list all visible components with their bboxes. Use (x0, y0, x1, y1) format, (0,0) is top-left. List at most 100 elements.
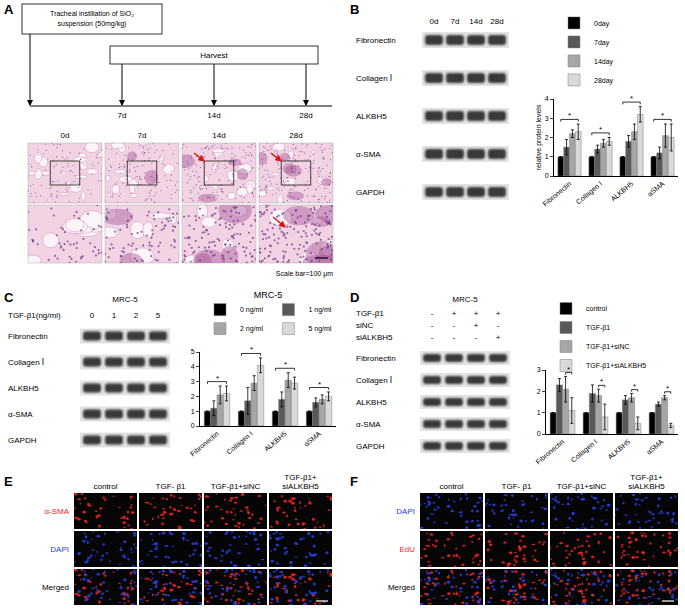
svg-text:*: * (661, 111, 664, 120)
svg-text:+: + (474, 321, 479, 330)
svg-text:*: * (318, 380, 321, 389)
svg-text:*: * (599, 125, 602, 134)
svg-text:suspension (50mg/kg): suspension (50mg/kg) (58, 20, 127, 28)
svg-text:28d: 28d (490, 17, 503, 26)
svg-text:*: * (250, 345, 253, 354)
svg-text:2: 2 (191, 393, 195, 400)
svg-text:control: control (586, 305, 607, 312)
svg-text:GAPDH: GAPDH (356, 188, 385, 197)
svg-text:1 ng/ml: 1 ng/ml (308, 306, 331, 314)
svg-text:Fibronectin: Fibronectin (189, 430, 220, 458)
svg-text:GAPDH: GAPDH (356, 442, 385, 451)
svg-text:Merged: Merged (388, 583, 415, 592)
svg-text:Collagen Ⅰ: Collagen Ⅰ (8, 358, 44, 367)
svg-text:5: 5 (191, 348, 195, 355)
svg-text:3: 3 (191, 378, 195, 385)
svg-text:*: * (216, 374, 219, 383)
svg-text:Scale bar=100 μm: Scale bar=100 μm (276, 270, 333, 278)
svg-text:2: 2 (537, 388, 541, 395)
svg-text:TGF- β1: TGF- β1 (502, 482, 532, 491)
svg-text:MRC-5: MRC-5 (112, 295, 138, 304)
svg-text:TGF-β1+: TGF-β1+ (630, 473, 663, 482)
svg-text:-: - (431, 321, 434, 330)
svg-text:siALKBH5: siALKBH5 (282, 482, 319, 491)
svg-text:*: * (600, 377, 603, 386)
svg-text:5: 5 (156, 311, 161, 320)
svg-text:1: 1 (112, 311, 117, 320)
svg-text:αSMA: αSMA (303, 430, 322, 448)
svg-text:DAPI: DAPI (50, 545, 69, 554)
svg-text:0 ng/ml: 0 ng/ml (240, 306, 263, 314)
svg-text:siALKBH5: siALKBH5 (356, 333, 393, 342)
svg-text:28day: 28day (594, 77, 614, 85)
svg-text:2 ng/ml: 2 ng/ml (240, 325, 263, 333)
svg-text:Tracheal instillation of SiO₂: Tracheal instillation of SiO₂ (50, 10, 134, 17)
svg-text:αSMA: αSMA (645, 438, 664, 456)
svg-text:α-SMA: α-SMA (8, 410, 33, 419)
svg-text:ALKBH5: ALKBH5 (263, 430, 288, 453)
svg-text:28d: 28d (299, 111, 312, 120)
svg-text:C: C (4, 290, 14, 305)
svg-text:α-SMA: α-SMA (356, 420, 381, 429)
svg-text:Fibronectin: Fibronectin (8, 332, 48, 341)
svg-text:14d: 14d (207, 111, 220, 120)
svg-text:α-SMA: α-SMA (44, 507, 69, 516)
svg-text:14d: 14d (469, 17, 482, 26)
svg-text:TGF-β1+siALKBH5: TGF-β1+siALKBH5 (586, 362, 646, 370)
svg-text:TGF-β1+siNC: TGF-β1+siNC (211, 482, 261, 491)
svg-text:*: * (633, 382, 636, 391)
svg-text:Merged: Merged (42, 583, 69, 592)
svg-text:α-SMA: α-SMA (356, 150, 381, 159)
svg-text:7d: 7d (118, 111, 127, 120)
svg-text:ALKBH5: ALKBH5 (356, 112, 387, 121)
svg-text:14d: 14d (212, 131, 225, 140)
svg-text:-: - (431, 309, 434, 318)
svg-text:0: 0 (90, 311, 95, 320)
svg-text:-: - (453, 321, 456, 330)
svg-text:F: F (350, 474, 358, 489)
svg-text:1: 1 (545, 153, 549, 160)
svg-text:control: control (439, 482, 463, 491)
svg-text:14day: 14day (594, 58, 614, 66)
svg-text:TGF-β1+siNC: TGF-β1+siNC (557, 482, 607, 491)
svg-text:0day: 0day (594, 20, 610, 28)
svg-text:*: * (568, 111, 571, 120)
svg-text:0: 0 (545, 172, 549, 179)
svg-text:+: + (496, 309, 501, 318)
svg-text:siALKBH5: siALKBH5 (628, 482, 665, 491)
svg-text:E: E (4, 474, 13, 489)
svg-text:-: - (497, 321, 500, 330)
svg-text:1: 1 (537, 409, 541, 416)
svg-text:GAPDH: GAPDH (8, 436, 37, 445)
svg-text:0d: 0d (61, 131, 70, 140)
svg-text:3: 3 (537, 366, 541, 373)
svg-text:siNC: siNC (356, 321, 374, 330)
svg-text:2: 2 (545, 134, 549, 141)
svg-text:+: + (474, 309, 479, 318)
svg-text:7d: 7d (138, 131, 147, 140)
svg-text:TGF-β1+: TGF-β1+ (284, 473, 317, 482)
svg-text:*: * (630, 94, 633, 103)
svg-text:4: 4 (545, 95, 549, 102)
svg-text:0: 0 (191, 422, 195, 429)
svg-text:1: 1 (191, 408, 195, 415)
svg-text:0d: 0d (430, 17, 439, 26)
svg-text:MRC-5: MRC-5 (452, 295, 478, 304)
svg-text:Fibronectin: Fibronectin (541, 180, 572, 208)
svg-text:ALKBH5: ALKBH5 (356, 398, 387, 407)
svg-text:MRC-5: MRC-5 (254, 290, 283, 300)
svg-text:*: * (567, 365, 570, 374)
svg-text:Collagen I: Collagen I (225, 430, 254, 456)
svg-text:28d: 28d (289, 131, 302, 140)
svg-text:+: + (496, 333, 501, 342)
svg-text:A: A (4, 2, 14, 17)
svg-text:*: * (666, 384, 669, 393)
svg-text:B: B (350, 2, 359, 17)
svg-text:3: 3 (545, 115, 549, 122)
svg-text:5 ng/ml: 5 ng/ml (308, 325, 331, 333)
svg-text:-: - (475, 333, 478, 342)
svg-text:αSMA: αSMA (646, 180, 665, 198)
svg-text:2: 2 (134, 311, 139, 320)
svg-text:control: control (93, 482, 117, 491)
svg-text:-: - (453, 333, 456, 342)
